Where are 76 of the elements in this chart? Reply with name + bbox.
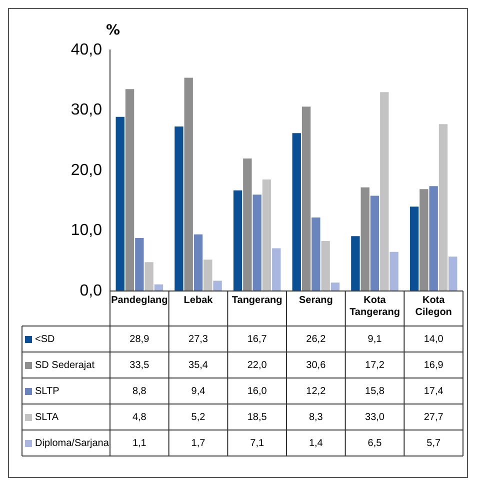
data-label: 26,2 [306,334,326,345]
x-tick-label: Kota Tangerang [350,294,400,318]
bar [410,206,419,291]
data-label: 33,5 [130,360,150,371]
y-tick-label: 10,0 [70,222,102,240]
bar [243,158,252,291]
data-label: 18,5 [247,412,268,423]
data-label: 28,9 [130,334,150,345]
y-tick-label: 30,0 [70,102,102,119]
x-tick-label: Serang [298,294,333,306]
x-tick-label: Tangerang [232,294,282,306]
bar [429,186,438,291]
data-label: 14,0 [424,334,444,345]
bar [184,78,193,291]
legend-label: Diploma/Sarjana [35,438,110,449]
y-tick-label: 40,0 [70,41,102,58]
bar [380,92,389,291]
y-axis-title: % [106,22,120,39]
bar [321,240,330,291]
x-tick-label: Pandeglang [111,294,168,306]
data-label: 1,4 [308,438,324,449]
x-tick-label: Kota Cilegon [415,294,452,318]
bar [448,256,458,291]
legend-label: SD Sederajat [35,360,95,371]
data-label: 16,7 [247,334,268,345]
legend-label: SLTA [35,412,59,423]
data-label: 15,8 [365,386,385,397]
data-label: 1,7 [191,438,206,449]
data-label: 27,7 [424,412,444,423]
bar [116,116,124,291]
data-label: 22,0 [247,360,268,371]
data-label: 17,4 [424,386,444,397]
bar [330,282,340,291]
bar [233,190,242,291]
data-label: 9,4 [191,386,206,397]
bar [351,236,360,291]
x-tick-label: Lebak [184,294,214,306]
data-label: 35,4 [188,360,208,371]
data-label: 8,8 [132,386,147,397]
bar [135,238,144,291]
bar [272,248,281,291]
legend-label: <SD [35,334,55,345]
data-label: 33,0 [365,412,385,423]
bar [312,217,320,291]
bar [125,89,134,291]
bar [213,280,222,291]
data-label: 16,9 [424,360,444,371]
bar [174,126,184,291]
data-label: 9,1 [368,334,382,345]
data-label: 6,5 [368,438,382,449]
data-label: 16,0 [247,386,268,397]
bar [438,124,448,291]
bar [360,187,370,291]
bar [204,260,212,291]
y-tick-label: 20,0 [70,162,102,179]
bar [292,133,301,291]
bar [420,189,428,291]
y-tick-label: 0,0 [80,282,102,300]
data-label: 8,3 [308,412,324,423]
bar [262,180,272,291]
data-label: 4,8 [132,412,147,423]
bar [370,196,380,291]
data-label: 27,3 [188,334,208,345]
bar [252,194,262,291]
data-label: 12,2 [306,386,326,397]
data-label: 5,2 [191,412,206,423]
data-label: 1,1 [132,438,147,449]
bar [302,106,311,291]
data-label: 7,1 [250,438,264,449]
data-label: 5,7 [426,438,441,449]
legend-label: SLTP [35,386,60,397]
data-label: 30,6 [306,360,326,371]
bar [144,262,154,291]
bar [194,234,203,291]
data-label: 17,2 [365,360,385,371]
bar [390,252,398,291]
